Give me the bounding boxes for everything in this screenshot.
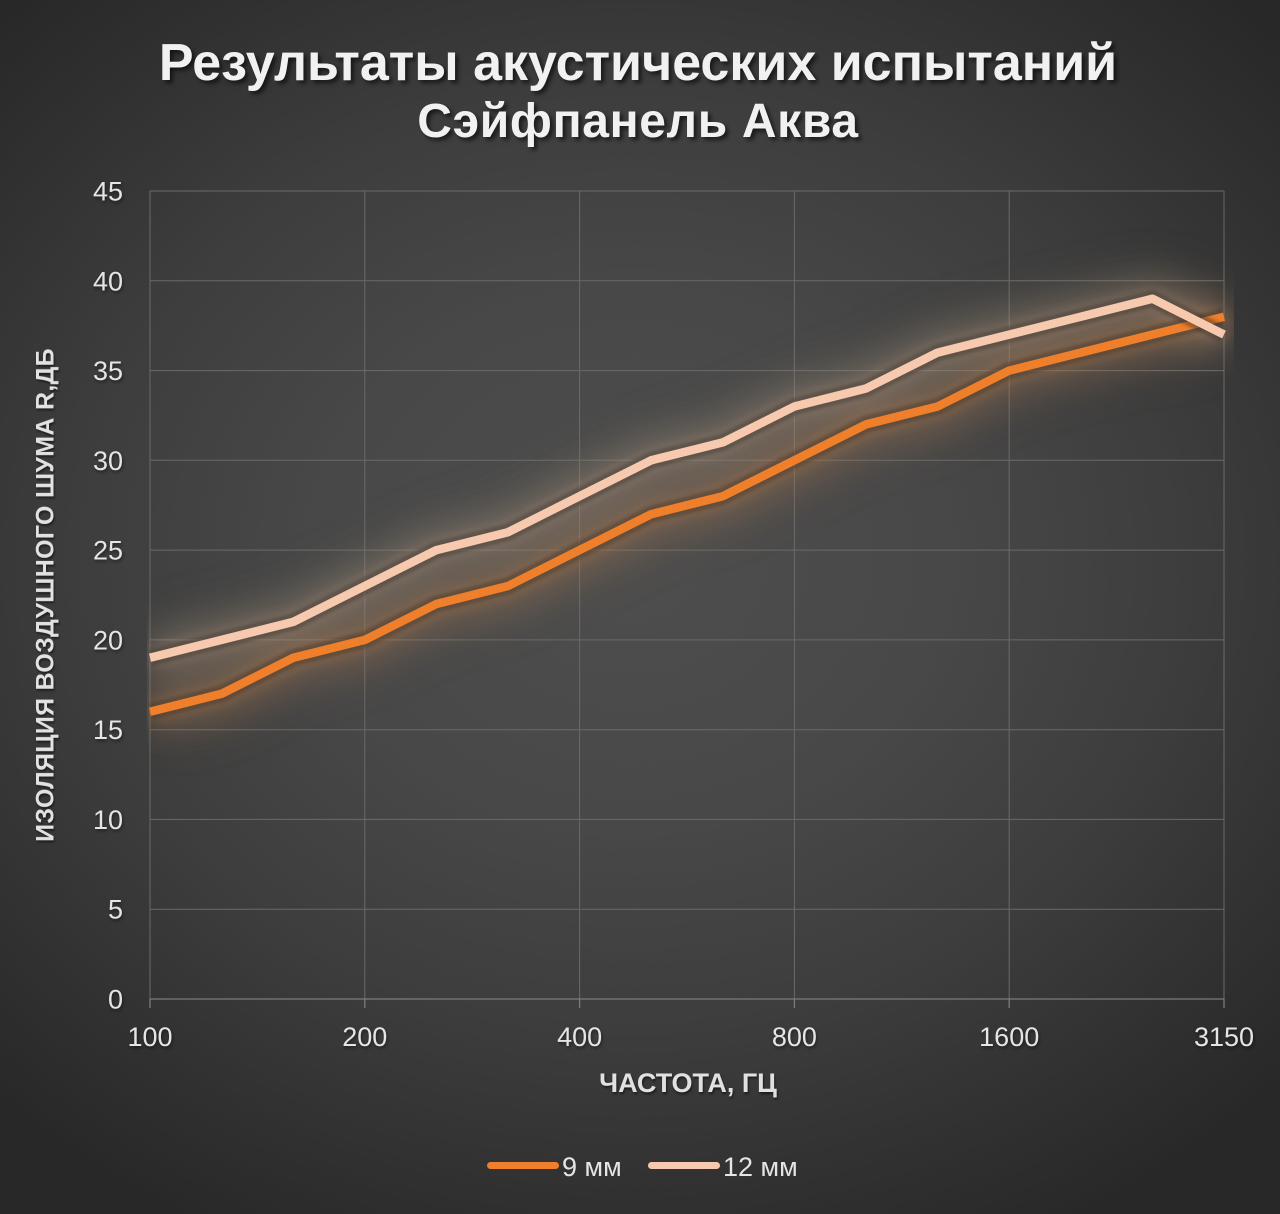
svg-text:40: 40 bbox=[93, 266, 123, 296]
svg-text:3150: 3150 bbox=[1194, 1022, 1254, 1052]
svg-text:10: 10 bbox=[93, 805, 123, 835]
svg-text:100: 100 bbox=[127, 1022, 172, 1052]
svg-text:30: 30 bbox=[93, 446, 123, 476]
svg-text:0: 0 bbox=[108, 985, 123, 1015]
svg-text:20: 20 bbox=[93, 625, 123, 655]
svg-text:25: 25 bbox=[93, 536, 123, 566]
svg-text:800: 800 bbox=[772, 1022, 817, 1052]
svg-text:15: 15 bbox=[93, 715, 123, 745]
svg-text:45: 45 bbox=[93, 177, 123, 207]
svg-text:5: 5 bbox=[108, 895, 123, 925]
svg-text:200: 200 bbox=[342, 1022, 387, 1052]
svg-text:35: 35 bbox=[93, 356, 123, 386]
svg-text:400: 400 bbox=[557, 1022, 602, 1052]
svg-text:1600: 1600 bbox=[979, 1022, 1039, 1052]
